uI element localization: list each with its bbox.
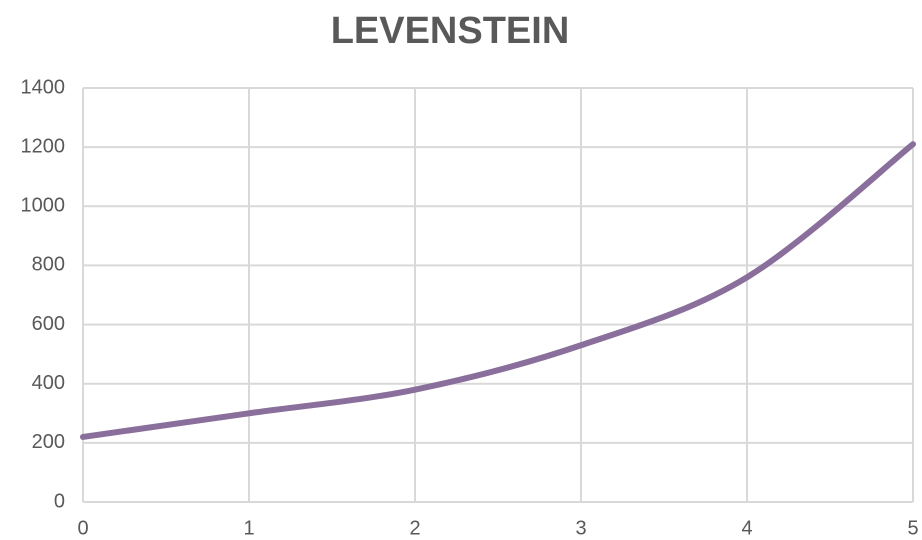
y-tick-label: 800	[32, 254, 65, 276]
x-tick-label: 0	[77, 517, 88, 539]
y-tick-label: 1000	[21, 195, 66, 217]
x-tick-label: 5	[907, 517, 918, 539]
y-tick-label: 1200	[21, 135, 66, 157]
x-tick-label: 4	[741, 517, 752, 539]
x-tick-label: 2	[409, 517, 420, 539]
data-line	[80, 141, 916, 440]
y-tick-label: 1400	[21, 76, 66, 98]
chart-title: LEVENSTEIN	[331, 10, 570, 52]
y-tick-label: 400	[32, 372, 65, 394]
y-tick-label: 200	[32, 431, 65, 453]
y-tick-label: 600	[32, 313, 65, 335]
x-tick-label: 3	[575, 517, 586, 539]
y-tick-label: 0	[54, 490, 65, 512]
x-tick-label: 1	[243, 517, 254, 539]
